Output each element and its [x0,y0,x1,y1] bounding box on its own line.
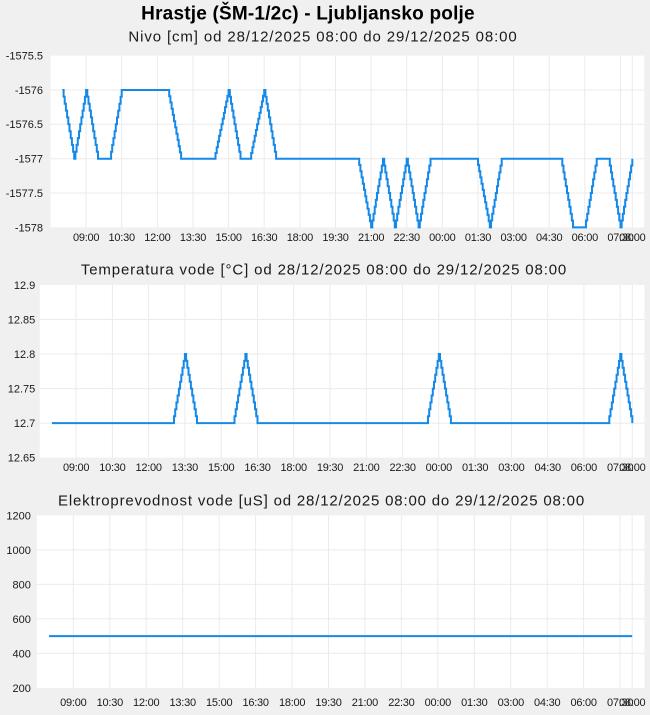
svg-text:01:30: 01:30 [461,697,487,709]
svg-text:13:30: 13:30 [170,697,196,709]
svg-text:13:30: 13:30 [180,232,206,244]
svg-text:18:00: 18:00 [287,232,313,244]
svg-text:Temperatura vode [°C] od 28/12: Temperatura vode [°C] od 28/12/2025 08:0… [81,262,567,279]
svg-text:-1576: -1576 [15,85,43,97]
svg-text:200: 200 [13,683,31,695]
svg-text:22:30: 22:30 [394,232,420,244]
svg-text:08:00: 08:00 [619,697,645,709]
svg-text:-1576.5: -1576.5 [6,119,43,131]
svg-text:00:00: 00:00 [426,462,452,474]
svg-text:07:30: 07:30 [607,232,633,244]
svg-text:03:00: 03:00 [498,697,524,709]
svg-text:13:30: 13:30 [172,462,198,474]
svg-text:-1578: -1578 [15,222,43,234]
svg-text:1000: 1000 [6,545,30,557]
svg-text:-1577.5: -1577.5 [6,188,43,200]
svg-text:00:00: 00:00 [429,232,455,244]
svg-text:15:00: 15:00 [206,697,232,709]
svg-text:03:00: 03:00 [500,232,526,244]
svg-text:03:00: 03:00 [498,462,524,474]
svg-text:06:00: 06:00 [570,697,596,709]
svg-text:22:30: 22:30 [388,697,414,709]
svg-text:18:00: 18:00 [281,462,307,474]
svg-text:06:00: 06:00 [571,462,597,474]
svg-text:19:30: 19:30 [322,232,348,244]
svg-text:-1577: -1577 [15,154,43,166]
svg-text:400: 400 [13,648,31,660]
svg-text:07:30: 07:30 [607,462,633,474]
svg-text:07:30: 07:30 [607,697,633,709]
svg-text:04:30: 04:30 [535,462,561,474]
svg-text:12.75: 12.75 [8,384,36,396]
svg-text:10:30: 10:30 [99,462,125,474]
svg-text:16:30: 16:30 [242,697,268,709]
svg-text:04:30: 04:30 [536,232,562,244]
svg-text:21:00: 21:00 [358,232,384,244]
svg-text:09:00: 09:00 [63,462,89,474]
svg-text:08:00: 08:00 [619,462,645,474]
svg-text:01:30: 01:30 [462,462,488,474]
svg-text:600: 600 [13,614,31,626]
svg-text:06:00: 06:00 [572,232,598,244]
svg-text:12.9: 12.9 [14,280,35,292]
svg-text:09:00: 09:00 [73,232,99,244]
svg-text:22:30: 22:30 [389,462,415,474]
svg-text:09:00: 09:00 [60,697,86,709]
svg-text:Elektroprevodnost vode [uS] od: Elektroprevodnost vode [uS] od 28/12/202… [58,493,585,510]
svg-text:-1575.5: -1575.5 [6,51,43,63]
svg-text:21:00: 21:00 [352,697,378,709]
svg-text:16:30: 16:30 [251,232,277,244]
svg-text:12.7: 12.7 [14,418,35,430]
svg-text:1200: 1200 [6,510,30,522]
svg-text:12:00: 12:00 [144,232,170,244]
svg-text:12:00: 12:00 [135,462,161,474]
svg-text:01:30: 01:30 [465,232,491,244]
svg-text:04:30: 04:30 [534,697,560,709]
svg-text:12.85: 12.85 [8,314,36,326]
svg-text:08:00: 08:00 [619,232,645,244]
svg-text:19:30: 19:30 [315,697,341,709]
svg-text:16:30: 16:30 [244,462,270,474]
svg-text:10:30: 10:30 [109,232,135,244]
svg-text:18:00: 18:00 [279,697,305,709]
svg-text:10:30: 10:30 [97,697,123,709]
svg-text:12:00: 12:00 [133,697,159,709]
svg-text:12.8: 12.8 [14,349,35,361]
svg-text:15:00: 15:00 [215,232,241,244]
svg-text:12.65: 12.65 [8,453,36,465]
svg-text:15:00: 15:00 [208,462,234,474]
svg-text:19:30: 19:30 [317,462,343,474]
svg-text:Hrastje (ŠM-1/2c) - Ljubljansk: Hrastje (ŠM-1/2c) - Ljubljansko polje [141,3,475,25]
svg-text:00:00: 00:00 [425,697,451,709]
svg-text:21:00: 21:00 [353,462,379,474]
svg-text:800: 800 [13,579,31,591]
svg-text:Nivo [cm] od 28/12/2025 08:00: Nivo [cm] od 28/12/2025 08:00 do 29/12/2… [128,29,517,46]
